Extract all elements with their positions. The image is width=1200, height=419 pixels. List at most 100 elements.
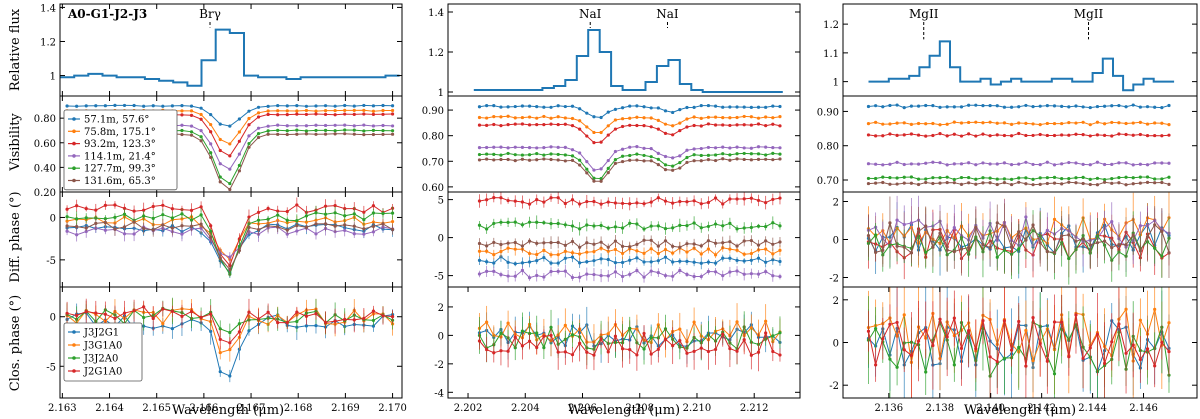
data-point [1160,254,1164,258]
data-point [1088,177,1092,181]
data-point [678,199,682,204]
data-point [735,152,739,156]
data-point [142,208,146,212]
data-point [931,181,935,186]
data-point [706,153,711,157]
data-point [1145,175,1150,179]
data-point [959,182,964,187]
data-point [909,251,913,255]
data-point [247,329,251,333]
data-point [371,318,376,323]
data-point [585,350,589,354]
data-point [343,128,347,132]
data-point [1131,121,1135,125]
xtick-label: 2.144 [1078,403,1107,414]
data-point [542,157,546,161]
xlabel-col2: Wavelength (μm) [568,403,680,418]
data-point [323,123,328,128]
ytick-label: 0 [438,234,444,245]
data-point [352,212,356,216]
data-point [959,175,964,180]
data-point [170,309,174,314]
data-point [247,215,251,219]
xtick-label: 2.166 [190,403,219,414]
data-point [1060,177,1064,181]
data-point [924,180,928,185]
data-point [916,339,921,343]
data-point [749,326,753,330]
data-point [122,212,127,216]
data-point [477,223,482,227]
data-point [959,346,964,350]
panel-closure-col1: -5 0 2.163 2.164 2.165 2.166 2.167 2.168 2.169 2.… [46,286,407,414]
data-point [371,124,376,128]
data-point [1131,163,1135,167]
data-point [671,226,675,230]
panel-closure-col2: -4 -2 0 2 2.202 2.204 2.206 2.208 2.210 2.212 [434,286,801,414]
data-point [1009,105,1014,109]
data-point [218,162,222,166]
ytick-label: 0.60 [34,139,56,150]
data-point [1031,105,1035,109]
data-point [256,210,261,214]
data-point [620,226,625,230]
panel-visibility-col2: 0.60 0.70 0.80 0.90 [422,95,801,194]
data-point [1009,134,1014,138]
data-point [1017,319,1021,324]
data-point [570,353,575,357]
data-point [199,106,203,110]
data-point [103,217,107,221]
data-point [513,145,517,149]
data-point [699,159,703,163]
data-point [699,261,703,265]
data-point [756,122,761,126]
data-point [692,274,696,279]
data-point [189,309,194,314]
data-point [570,104,575,108]
data-point [938,105,942,109]
data-point [549,253,553,257]
data-point [592,353,596,357]
data-point [549,116,553,120]
data-point [685,125,689,129]
data-point [247,123,251,127]
data-point [1160,134,1164,138]
data-point [1167,133,1171,137]
data-point [742,338,746,342]
data-point [1002,177,1007,181]
xtick-label: 2.142 [1027,403,1056,414]
data-point [663,131,668,135]
data-point [323,112,328,116]
legend-label: 75.8m, 175.1° [84,127,156,138]
data-point [295,128,299,132]
plot-area [473,29,783,93]
data-point [520,104,525,108]
data-point [952,363,956,367]
data-point [266,310,270,314]
data-point [1038,162,1042,167]
data-point [1024,133,1028,138]
ytick-label: 0.40 [34,163,56,174]
ytick-label: 2 [438,303,444,314]
data-point [1167,103,1171,108]
data-point [613,261,618,265]
data-point [585,134,589,138]
data-point [362,227,366,231]
data-point [304,112,309,117]
data-point [1024,364,1028,368]
data-point [542,153,546,157]
data-point [606,171,610,175]
data-point [866,133,871,137]
data-point [699,116,703,120]
data-point [333,104,337,108]
data-point [671,164,675,168]
data-point [485,347,489,352]
data-point [959,162,964,166]
data-point [742,239,746,243]
data-point [1095,241,1100,245]
data-point [142,214,146,218]
data-point [981,121,985,125]
data-point [952,120,956,124]
data-point [513,335,517,339]
data-point [756,350,761,354]
